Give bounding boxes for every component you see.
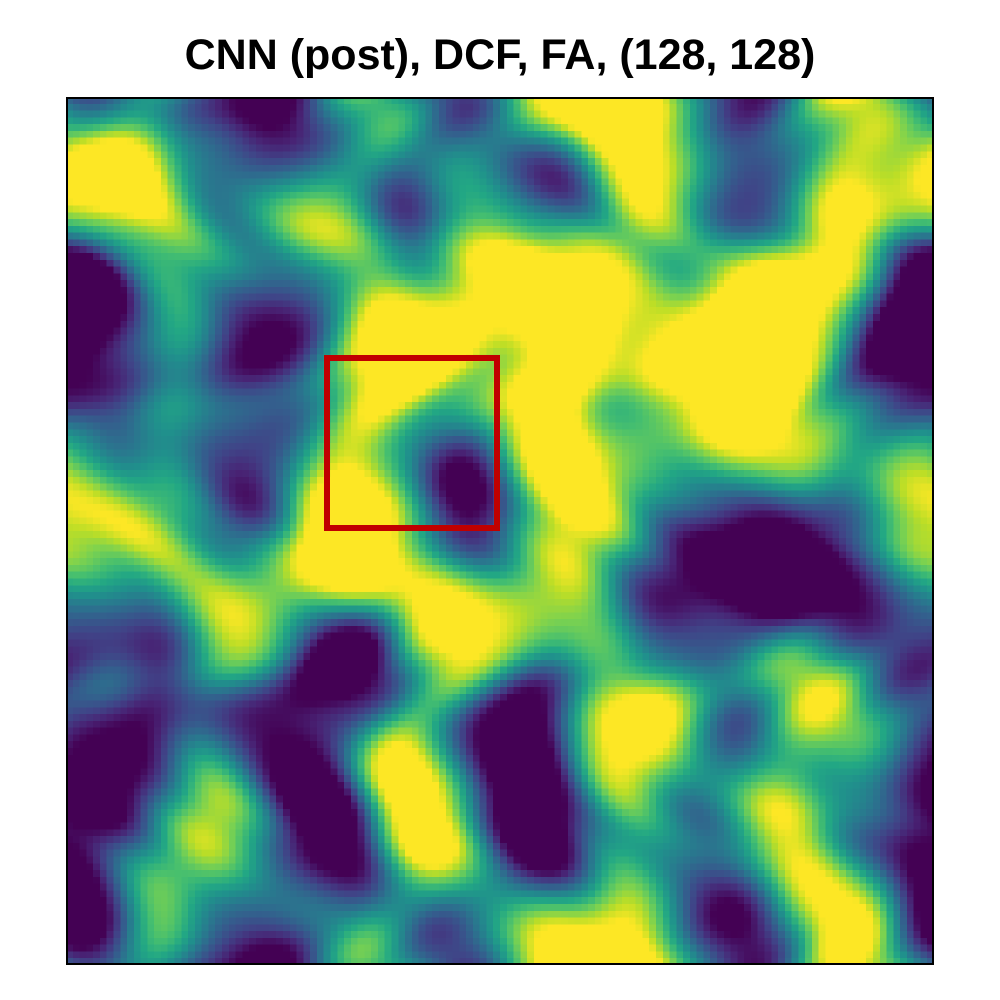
chart-title: CNN (post), DCF, FA, (128, 128) (184, 31, 816, 79)
heatmap-plot-area (66, 97, 934, 965)
vorticity-field-heatmap (66, 97, 934, 965)
